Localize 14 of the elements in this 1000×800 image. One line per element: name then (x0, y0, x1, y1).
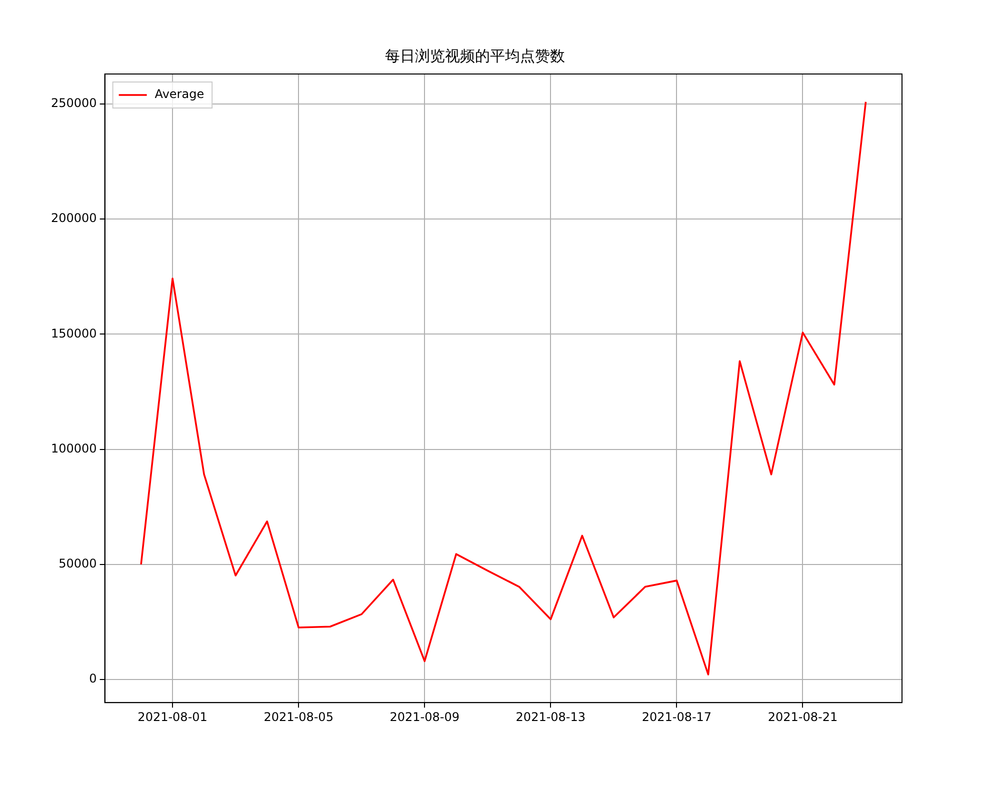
x-tick-label: 2021-08-21 (768, 710, 838, 724)
y-tick-label: 250000 (50, 96, 97, 110)
chart-title: 每日浏览视频的平均点赞数 (385, 46, 565, 65)
y-tick-label: 0 (89, 672, 97, 686)
y-tick-label: 100000 (50, 441, 97, 456)
x-tick-label: 2021-08-17 (642, 710, 712, 724)
x-tick-label: 2021-08-01 (138, 710, 208, 724)
x-tick-label: 2021-08-05 (264, 710, 334, 724)
y-tick-label: 200000 (50, 211, 97, 226)
x-tick-label: 2021-08-13 (516, 710, 586, 724)
y-tick-label: 150000 (50, 326, 97, 340)
legend-label: Average (154, 87, 204, 102)
x-tick-label: 2021-08-09 (390, 710, 460, 724)
y-tick-label: 50000 (58, 556, 97, 571)
